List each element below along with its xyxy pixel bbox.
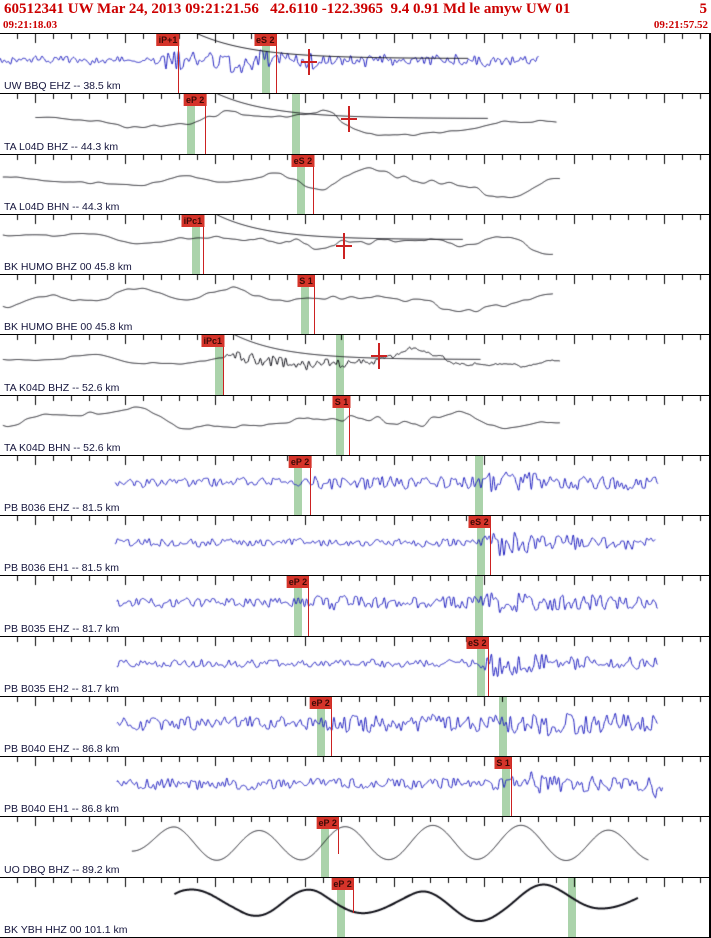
pick-line[interactable] xyxy=(205,94,207,154)
trace-panel-11: eS 2 PB B035 EH2 -- 81.7 km xyxy=(0,635,709,696)
pick-line[interactable] xyxy=(352,877,354,914)
station-label: PB B036 EH1 -- 81.5 km xyxy=(4,562,119,575)
pick-flag[interactable]: eS 2 xyxy=(468,516,491,529)
pick-line[interactable] xyxy=(313,154,315,214)
pick-line[interactable] xyxy=(178,34,180,94)
waveform-canvas[interactable] xyxy=(0,94,709,154)
pick-line[interactable] xyxy=(337,817,339,855)
trace-panel-13: S 1 PB B040 EH1 -- 86.8 km xyxy=(0,756,709,817)
trace-panel-6: iPc1 TA K04D BHZ -- 52.6 km xyxy=(0,334,709,395)
pick-line[interactable] xyxy=(313,275,315,335)
trace-panel-10: eP 2 PB B035 EHZ -- 81.7 km xyxy=(0,575,709,636)
event-summary: 60512341 UW Mar 24, 2013 09:21:21.56 42.… xyxy=(4,1,571,17)
waveform-canvas[interactable] xyxy=(0,696,709,756)
pick-flag[interactable]: eS 2 xyxy=(291,154,315,167)
pick-flag[interactable]: S 1 xyxy=(494,757,512,770)
coda-duration-marker[interactable] xyxy=(370,343,387,370)
pick-flag[interactable]: eP 2 xyxy=(309,696,332,709)
pick-line[interactable] xyxy=(489,516,491,576)
coda-duration-marker[interactable] xyxy=(340,106,357,133)
pick-flag[interactable]: iP+1 xyxy=(156,34,180,46)
event-right-number: 5 xyxy=(699,1,708,17)
station-label: BK YBH HHZ 00 101.1 km xyxy=(4,923,128,936)
trace-panel-2: eP 2 TA L04D BHZ -- 44.3 km xyxy=(0,93,709,154)
coda-duration-marker[interactable] xyxy=(335,233,352,260)
trace-panel-1: iP+1 eS 2 UW BBQ EHZ -- 38.5 km xyxy=(0,33,709,94)
pick-flag[interactable]: eP 2 xyxy=(288,455,312,468)
station-label: BK HUMO BHZ 00 45.8 km xyxy=(4,261,132,274)
pick-line[interactable] xyxy=(203,214,205,275)
waveform-canvas[interactable] xyxy=(0,757,709,817)
pick-flag[interactable]: iPc1 xyxy=(181,214,205,227)
trace-panel-4: iPc1 BK HUMO BHZ 00 45.8 km xyxy=(0,213,709,275)
pick-line[interactable] xyxy=(510,757,512,817)
waveform-canvas[interactable] xyxy=(0,34,709,93)
waveform-canvas[interactable] xyxy=(0,576,709,636)
pick-line[interactable] xyxy=(308,576,310,636)
pick-line[interactable] xyxy=(349,395,351,455)
waveform-canvas[interactable] xyxy=(0,636,709,696)
waveform-canvas[interactable] xyxy=(0,516,709,576)
trace-panel-15: eP 2 BK YBH HHZ 00 101.1 km xyxy=(0,876,709,937)
pick-line[interactable] xyxy=(330,696,332,757)
waveform-canvas[interactable] xyxy=(0,877,709,937)
station-label: PB B035 EHZ -- 81.7 km xyxy=(4,622,120,635)
trace-panel-8: eP 2 PB B036 EHZ -- 81.5 km xyxy=(0,454,709,516)
station-label: TA L04D BHZ -- 44.3 km xyxy=(4,140,119,153)
station-label: PB B036 EHZ -- 81.5 km xyxy=(4,502,120,515)
waveform-canvas[interactable] xyxy=(0,275,709,335)
trace-list: iP+1 eS 2 UW BBQ EHZ -- 38.5 km eP 2 TA L04D… xyxy=(0,33,711,938)
station-label: UW BBQ EHZ -- 38.5 km xyxy=(4,80,121,93)
waveform-canvas[interactable] xyxy=(0,335,709,395)
pick-flag[interactable]: eP 2 xyxy=(286,576,310,589)
coda-duration-marker[interactable] xyxy=(301,49,318,76)
trace-panel-3: eS 2 TA L04D BHN -- 44.3 km xyxy=(0,153,709,214)
station-label: TA K04D BHZ -- 52.6 km xyxy=(4,381,120,394)
window-end-time: 09:21:57.52 xyxy=(653,19,708,31)
station-label: TA K04D BHN -- 52.6 km xyxy=(4,441,121,454)
waveform-canvas[interactable] xyxy=(0,154,709,214)
pick-flag[interactable]: iPc1 xyxy=(201,335,225,348)
pick-flag[interactable]: S 1 xyxy=(332,395,351,408)
station-label: PB B040 EH1 -- 86.8 km xyxy=(4,803,119,816)
pick-line[interactable] xyxy=(310,455,312,516)
pick-line[interactable] xyxy=(275,34,277,94)
trace-panel-14: eP 2 UO DBQ BHZ -- 89.2 km xyxy=(0,816,709,877)
trace-panel-12: eP 2 PB B040 EHZ -- 86.8 km xyxy=(0,695,709,757)
pick-flag[interactable]: eS 2 xyxy=(465,636,489,649)
waveform-canvas[interactable] xyxy=(0,455,709,515)
pick-line[interactable] xyxy=(223,335,225,395)
waveform-canvas[interactable] xyxy=(0,395,709,455)
station-label: PB B035 EH2 -- 81.7 km xyxy=(4,682,119,695)
trace-panel-7: S 1 TA K04D BHN -- 52.6 km xyxy=(0,394,709,455)
trace-panel-9: eS 2 PB B036 EH1 -- 81.5 km xyxy=(0,515,709,576)
event-header: 60512341 UW Mar 24, 2013 09:21:21.56 42.… xyxy=(0,0,711,19)
window-start-time: 09:21:18.03 xyxy=(3,19,58,31)
pick-flag[interactable]: eP 2 xyxy=(183,94,207,107)
station-label: PB B040 EHZ -- 86.8 km xyxy=(4,743,120,756)
station-label: TA L04D BHN -- 44.3 km xyxy=(4,200,120,213)
waveform-canvas[interactable] xyxy=(0,214,709,274)
pick-flag[interactable]: eP 2 xyxy=(331,877,354,890)
pick-flag[interactable]: eS 2 xyxy=(253,34,277,46)
station-label: BK HUMO BHE 00 45.8 km xyxy=(4,321,133,334)
trace-panel-5: S 1 BK HUMO BHE 00 45.8 km xyxy=(0,274,709,335)
pick-line[interactable] xyxy=(487,636,489,696)
pick-flag[interactable]: eP 2 xyxy=(316,817,339,830)
time-window-bar: 09:21:18.03 09:21:57.52 xyxy=(0,19,711,33)
pick-flag[interactable]: S 1 xyxy=(297,275,315,288)
waveform-canvas[interactable] xyxy=(0,817,709,877)
station-label: UO DBQ BHZ -- 89.2 km xyxy=(4,863,120,876)
